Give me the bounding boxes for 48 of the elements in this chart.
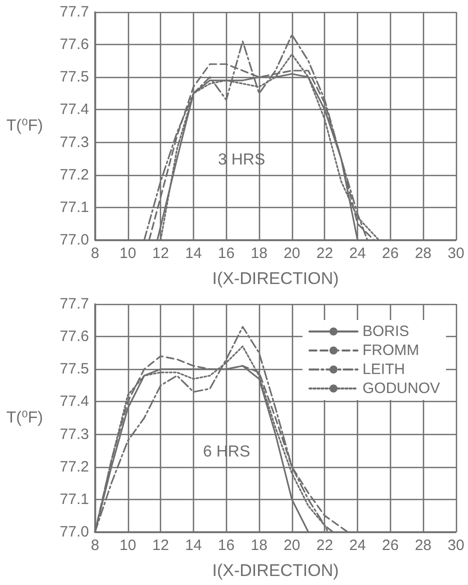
legend-label: LEITH	[362, 361, 406, 378]
x-tick-label: 10	[119, 537, 136, 554]
y-tick-label: 77.1	[60, 490, 89, 508]
x-tick-label: 26	[382, 245, 399, 262]
y-tick-label: 77.5	[60, 68, 89, 86]
y-tick-label: 77.2	[60, 166, 89, 184]
x-axis-title: I(X-DIRECTION)	[212, 561, 339, 580]
x-tick-label: 16	[218, 537, 235, 554]
x-tick-label: 16	[218, 245, 235, 262]
y-tick-label: 77.3	[60, 426, 89, 443]
y-tick-label: 77.5	[60, 360, 89, 378]
legend-label: GODUNOV	[362, 380, 440, 397]
y-tick-label: 77.4	[60, 101, 89, 118]
x-tick-label: 18	[250, 537, 268, 554]
x-tick-label: 12	[152, 537, 169, 554]
legend-label: FROMM	[362, 342, 420, 359]
x-tick-label: 14	[185, 245, 202, 262]
x-tick-label: 22	[316, 245, 334, 262]
x-tick-label: 8	[90, 245, 100, 262]
x-tick-label: 24	[349, 537, 366, 554]
x-tick-label: 12	[152, 245, 169, 262]
x-tick-label: 8	[90, 537, 100, 554]
legend-label: BORIS	[362, 323, 410, 340]
x-tick-label: 20	[284, 245, 300, 262]
y-tick-label: 77.1	[60, 198, 89, 216]
x-tick-label: 30	[448, 537, 464, 554]
x-tick-label: 24	[349, 245, 366, 262]
x-tick-label: 28	[414, 537, 432, 554]
y-tick-label: 77.2	[60, 458, 89, 476]
y-tick-label: 77.7	[60, 4, 89, 20]
x-tick-label: 26	[382, 537, 399, 554]
y-tick-label: 77.0	[60, 524, 89, 540]
y-tick-label: 77.7	[60, 296, 89, 312]
y-tick-label: 77.4	[60, 393, 89, 410]
x-tick-label: 22	[316, 537, 334, 554]
y-tick-label: 77.6	[60, 36, 89, 54]
y-axis-title: T(⁰F)	[6, 118, 43, 134]
y-tick-label: 77.0	[60, 232, 89, 248]
x-tick-label: 14	[185, 537, 202, 554]
x-tick-label: 20	[284, 537, 300, 554]
y-axis-title: T(⁰F)	[6, 410, 43, 426]
y-tick-label: 77.6	[60, 328, 89, 346]
x-tick-label: 10	[119, 245, 136, 262]
x-tick-label: 30	[448, 245, 464, 262]
x-axis-title: I(X-DIRECTION)	[212, 269, 339, 288]
x-tick-label: 28	[414, 245, 432, 262]
y-tick-label: 77.3	[60, 134, 89, 151]
x-tick-label: 18	[250, 245, 268, 262]
